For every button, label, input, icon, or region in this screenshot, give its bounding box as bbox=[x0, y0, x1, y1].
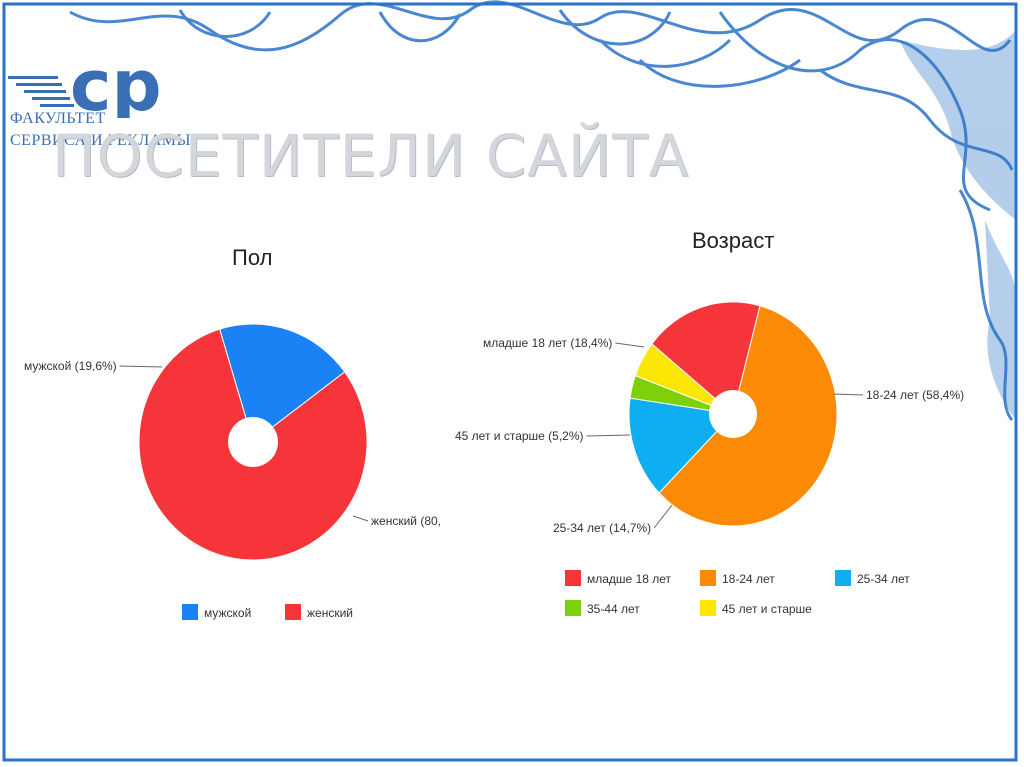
legend-swatch bbox=[565, 600, 581, 616]
slice-leader-line bbox=[615, 342, 645, 348]
legend-swatch bbox=[700, 600, 716, 616]
page-title: ПОСЕТИТЕЛИ САЙТА bbox=[52, 122, 690, 190]
slice-label: младше 18 лет (18,4%) bbox=[483, 336, 612, 350]
legend-swatch bbox=[565, 570, 581, 586]
legend-item: 18-24 лет bbox=[722, 572, 775, 586]
slice-label: женский (80, bbox=[371, 514, 441, 528]
pie-slice-age-1 bbox=[628, 397, 735, 494]
legend-item: 45 лет и старше bbox=[722, 602, 812, 616]
slice-label: 25-34 лет (14,7%) bbox=[553, 521, 651, 535]
pie-slice-age-4 bbox=[651, 301, 761, 415]
slice-leader-line bbox=[586, 434, 631, 437]
legend-item: 25-34 лет bbox=[857, 572, 910, 586]
slice-label: 45 лет и старше (5,2%) bbox=[455, 429, 584, 443]
slice-leader-line bbox=[352, 515, 369, 522]
legend-swatch bbox=[285, 604, 301, 620]
legend-item: мужской bbox=[204, 606, 251, 620]
slice-label: мужской (19,6%) bbox=[24, 359, 117, 373]
legend-item: 35-44 лет bbox=[587, 602, 640, 616]
legend-swatch bbox=[700, 570, 716, 586]
faculty-logo-icon: ср bbox=[8, 46, 162, 118]
logo-line-2: СЕРВИСА И РЕКЛАМЫ bbox=[10, 132, 191, 149]
slice-leader-line bbox=[832, 393, 864, 396]
donut-hole bbox=[709, 390, 757, 438]
slice-leader-line bbox=[119, 365, 163, 368]
pie-slice-gender-0 bbox=[219, 323, 346, 443]
legend-item: младше 18 лет bbox=[587, 572, 672, 586]
legend-swatch bbox=[182, 604, 198, 620]
slice-label: 18-24 лет (58,4%) bbox=[866, 388, 964, 402]
logo-line-1: ФАКУЛЬТЕТ bbox=[10, 110, 106, 127]
slice-leader-line bbox=[653, 504, 673, 529]
chart-title-age: Возраст bbox=[692, 228, 775, 253]
chart-title-gender: Пол bbox=[232, 245, 273, 270]
donut-hole bbox=[228, 417, 278, 467]
logo-text: ср bbox=[70, 46, 162, 118]
legend-item: женский bbox=[307, 606, 353, 620]
legend-swatch bbox=[835, 570, 851, 586]
